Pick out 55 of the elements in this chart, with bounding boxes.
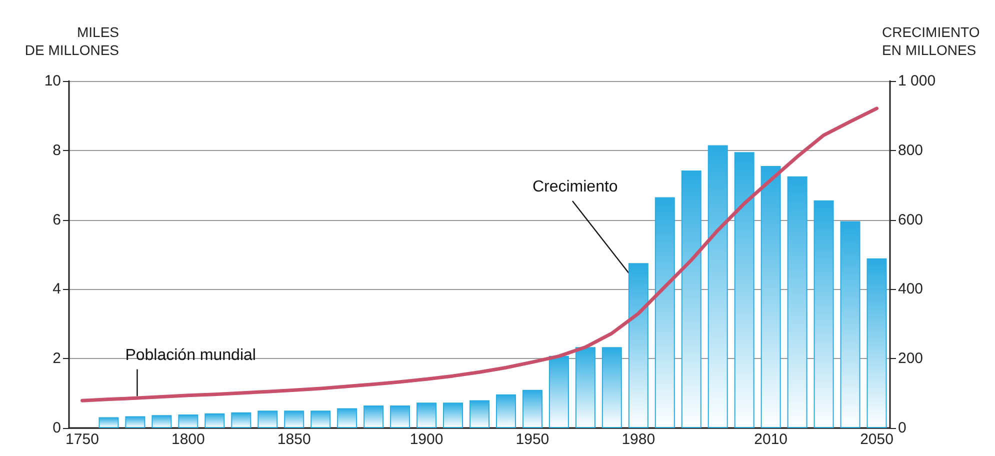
bar xyxy=(654,197,675,428)
bar xyxy=(258,410,278,428)
y2-tick-label: 400 xyxy=(898,280,924,298)
y-axis-title: MILES DE MILLONES xyxy=(24,24,119,58)
bar xyxy=(284,410,304,428)
x-tick-label: 1900 xyxy=(410,431,444,448)
y2-tick-label: 0 xyxy=(898,420,906,436)
bar xyxy=(522,390,542,428)
y2-tick-label: 1 000 xyxy=(898,72,936,90)
bar xyxy=(787,176,808,428)
bar xyxy=(231,412,252,428)
bar xyxy=(337,408,358,428)
series-label: Población mundial xyxy=(125,346,256,364)
y2-axis-title: CRECIMIENTO EN MILLONES xyxy=(882,24,980,58)
bar xyxy=(310,410,331,428)
bar xyxy=(178,414,198,428)
y2-tick-label: 200 xyxy=(898,350,924,368)
y-tick-label: 2 xyxy=(52,350,61,368)
x-tick-label: 1950 xyxy=(516,431,550,448)
x-tick-label: 1850 xyxy=(277,431,311,448)
bar xyxy=(125,416,146,428)
x-tick-label: 1800 xyxy=(171,431,205,448)
bar xyxy=(681,170,702,428)
y2-tick-label: 600 xyxy=(898,211,924,228)
bar xyxy=(708,145,728,428)
line-series xyxy=(80,106,879,402)
bar xyxy=(760,166,781,428)
y-tick-label: 0 xyxy=(52,420,61,436)
y-tick-label: 4 xyxy=(52,280,61,298)
bar xyxy=(364,405,384,428)
bar xyxy=(602,347,622,428)
bar xyxy=(470,400,490,428)
y-tick-label: 8 xyxy=(52,142,61,159)
bar xyxy=(390,405,410,428)
bar xyxy=(496,394,516,428)
bar xyxy=(814,200,834,428)
bar xyxy=(734,152,754,428)
bar xyxy=(866,258,887,428)
bar xyxy=(152,415,172,428)
y-tick-label: 10 xyxy=(44,72,61,90)
bar xyxy=(204,413,225,428)
x-tick-label: 2010 xyxy=(754,431,788,448)
y2-tick-label: 800 xyxy=(898,142,924,159)
x-tick-label: 1980 xyxy=(622,431,656,448)
x-tick-label: 1750 xyxy=(66,431,99,448)
bar xyxy=(416,402,437,428)
text: Crecimiento xyxy=(532,178,618,196)
bar xyxy=(628,263,648,428)
bar xyxy=(548,356,569,428)
x-tick-label: 2050 xyxy=(860,431,894,448)
bar xyxy=(575,347,596,428)
bar xyxy=(443,402,464,428)
bar xyxy=(98,417,119,428)
bar xyxy=(840,221,860,428)
y-tick-label: 6 xyxy=(52,211,61,228)
